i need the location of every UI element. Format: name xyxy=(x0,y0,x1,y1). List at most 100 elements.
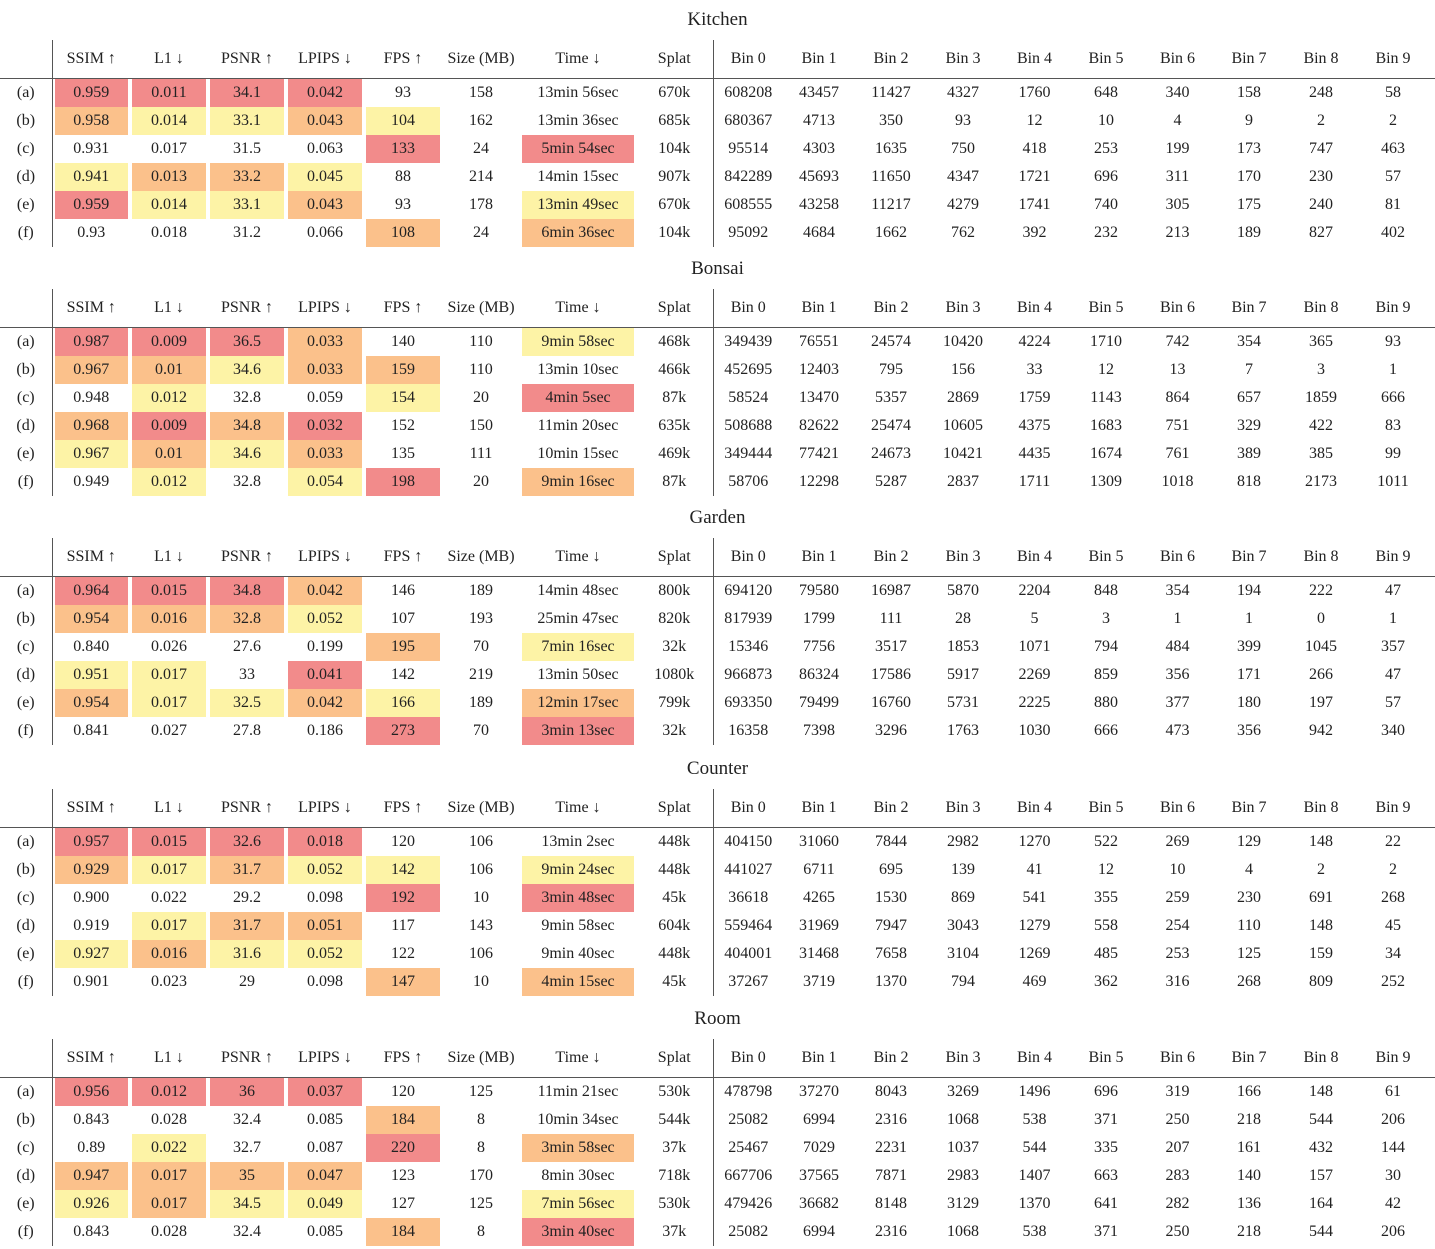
cell-lpips: 0.052 xyxy=(286,605,364,633)
highlight-yellow: 9min 58sec xyxy=(522,328,634,356)
highlight-red: 0.032 xyxy=(288,412,362,440)
cell-bin-0: 58706 xyxy=(728,473,769,490)
cell-bin-7: 7 xyxy=(1245,361,1253,378)
highlight-red: 0.015 xyxy=(132,828,206,856)
cell-psnr: 29 xyxy=(239,973,255,990)
cell-bin-7: 175 xyxy=(1237,196,1261,213)
table-row: (c) 0.89 0.022 32.7 0.087 220 8 3min 58sec 37k 25… xyxy=(0,1134,1435,1162)
cell-bin-8: 0 xyxy=(1317,610,1325,627)
highlight-red: 0.011 xyxy=(132,79,206,107)
column-header: Bin 2 xyxy=(873,50,909,67)
cell-l1: 0.023 xyxy=(151,973,187,990)
highlight-yellow: 0.052 xyxy=(288,605,362,633)
highlight-red: 192 xyxy=(366,884,440,912)
column-header: Bin 1 xyxy=(801,1049,837,1066)
cell-fps: 184 xyxy=(364,1106,442,1134)
cell-bin-1: 76551 xyxy=(799,333,839,350)
row-label-header xyxy=(0,789,53,828)
cell-lpips: 0.199 xyxy=(307,638,343,655)
cell-splat: 448k xyxy=(636,856,714,884)
cell-size: 70 xyxy=(473,638,489,655)
column-header: Bin 6 xyxy=(1159,50,1196,67)
highlight-orange: 31.7 xyxy=(210,912,284,940)
cell-bin-3: 1068 xyxy=(947,1111,979,1128)
cell-ssim: 0.959 xyxy=(52,191,130,219)
cell-bin-7: 189 xyxy=(1237,224,1261,241)
cell-time: 13min 2sec xyxy=(541,833,615,850)
highlight-red: 0.964 xyxy=(54,577,128,605)
row-label: (b) xyxy=(0,1106,53,1134)
cell-bin-5: 371 xyxy=(1094,1223,1118,1240)
cell-bin-0: 441027 xyxy=(724,861,773,878)
column-header: Bin 9 xyxy=(1375,299,1411,316)
cell-time: 9min 58sec xyxy=(520,328,636,356)
cell-time: 3min 40sec xyxy=(520,1218,636,1246)
cell-bin-1: 82622 xyxy=(799,417,839,434)
cell-bin-5: 362 xyxy=(1094,973,1118,990)
scene-section-kitchen: Kitchen SSIM ↑ L1 ↓ PSNR ↑ LPIPS ↓ FPS ↑ Size… xyxy=(0,0,1435,250)
cell-bin-7: 818 xyxy=(1237,473,1261,490)
cell-bin-1: 7756 xyxy=(803,638,835,655)
table-row: (c) 0.900 0.022 29.2 0.098 192 10 3min 48sec 45k… xyxy=(0,884,1435,912)
cell-fps: 142 xyxy=(391,666,415,683)
column-header: Size (MB) xyxy=(447,50,515,67)
row-label: (e) xyxy=(0,940,53,968)
cell-bin-8: 148 xyxy=(1309,917,1333,934)
cell-psnr: 33.2 xyxy=(208,163,286,191)
row-label: (d) xyxy=(0,163,53,191)
cell-bin-5: 696 xyxy=(1094,1083,1118,1100)
cell-bin-0: 37267 xyxy=(728,973,769,990)
cell-bin-9: 268 xyxy=(1381,889,1405,906)
highlight-yellow: 0.017 xyxy=(132,912,206,940)
cell-bin-3: 3104 xyxy=(947,945,979,962)
row-label: (c) xyxy=(0,884,53,912)
column-header: Bin 5 xyxy=(1088,50,1124,67)
cell-bin-0: 608208 xyxy=(724,84,773,101)
cell-lpips: 0.098 xyxy=(307,889,343,906)
cell-bin-5: 12 xyxy=(1098,361,1114,378)
highlight-orange: 0.017 xyxy=(132,1190,206,1218)
cell-ssim: 0.968 xyxy=(52,412,130,440)
cell-psnr: 31.7 xyxy=(208,912,286,940)
cell-l1: 0.017 xyxy=(130,1162,208,1190)
highlight-orange: 0.958 xyxy=(54,107,128,135)
cell-bin-0: 680367 xyxy=(724,112,773,129)
cell-fps: 117 xyxy=(391,917,415,934)
cell-bin-2: 1370 xyxy=(875,973,907,990)
table-row: (e) 0.954 0.017 32.5 0.042 166 189 12min 17sec 7… xyxy=(0,689,1435,717)
cell-bin-8: 230 xyxy=(1309,168,1333,185)
row-label: (c) xyxy=(0,384,53,412)
highlight-orange: 108 xyxy=(366,219,440,247)
cell-bin-0: 25467 xyxy=(728,1139,769,1156)
cell-time: 4min 15sec xyxy=(520,968,636,996)
cell-ssim: 0.954 xyxy=(52,605,130,633)
cell-lpips: 0.043 xyxy=(286,191,364,219)
cell-fps: 192 xyxy=(364,884,442,912)
cell-ssim: 0.958 xyxy=(52,107,130,135)
cell-bin-6: 356 xyxy=(1165,666,1190,683)
column-header: SSIM ↑ xyxy=(66,50,116,67)
cell-bin-2: 695 xyxy=(879,861,903,878)
column-header: Splat xyxy=(636,289,714,328)
cell-time: 11min 20sec xyxy=(537,417,619,434)
cell-bin-9: 57 xyxy=(1385,168,1401,185)
cell-fps: 120 xyxy=(391,833,415,850)
cell-fps: 133 xyxy=(364,135,442,163)
cell-bin-5: 253 xyxy=(1094,140,1118,157)
cell-l1: 0.012 xyxy=(130,1078,208,1106)
cell-bin-0: 694120 xyxy=(724,582,773,599)
cell-splat: 37k xyxy=(636,1134,714,1162)
highlight-orange: 0.033 xyxy=(288,356,362,384)
cell-lpips: 0.018 xyxy=(286,828,364,856)
cell-l1: 0.017 xyxy=(130,1190,208,1218)
cell-bin-8: 2 xyxy=(1317,861,1325,878)
cell-bin-9: 47 xyxy=(1385,666,1401,683)
table-header: SSIM ↑ L1 ↓ PSNR ↑ LPIPS ↓ FPS ↑ Size (MB) Tim… xyxy=(0,40,1435,79)
cell-size: 158 xyxy=(469,84,493,101)
cell-time: 13min 50sec xyxy=(537,666,619,683)
highlight-yellow: 0.017 xyxy=(132,856,206,884)
row-label: (e) xyxy=(0,689,53,717)
column-header: Bin 8 xyxy=(1303,799,1339,816)
table-row: (b) 0.954 0.016 32.8 0.052 107 193 25min 47sec 8… xyxy=(0,605,1435,633)
column-header: Bin 6 xyxy=(1159,299,1196,316)
